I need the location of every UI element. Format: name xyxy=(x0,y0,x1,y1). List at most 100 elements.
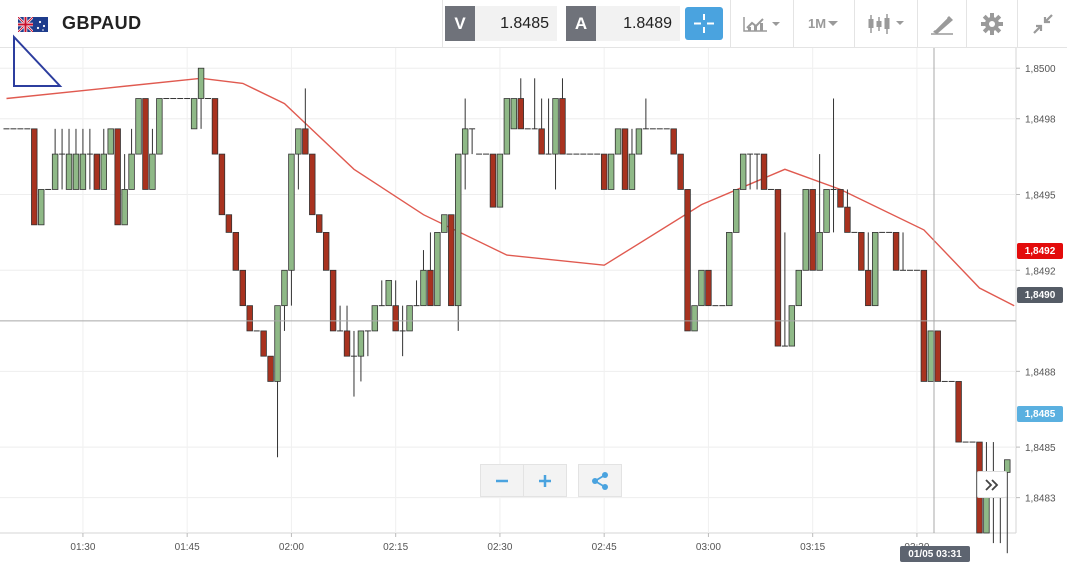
time-tick-label: 02:45 xyxy=(592,542,617,553)
candle-body xyxy=(392,305,399,332)
candle xyxy=(93,153,101,190)
candle-body xyxy=(142,98,149,190)
candle-body xyxy=(510,98,518,130)
candle xyxy=(816,154,823,271)
candle xyxy=(900,232,907,271)
drawing-tools-button[interactable] xyxy=(918,0,966,47)
candle-body xyxy=(448,214,455,307)
candle xyxy=(267,355,274,382)
candle xyxy=(211,98,219,155)
candle-body xyxy=(739,153,747,190)
candle xyxy=(232,232,240,271)
sell-label: V xyxy=(445,6,475,41)
candle xyxy=(691,305,698,332)
symbol-name: GBPAUD xyxy=(62,13,142,33)
chevron-down-icon xyxy=(828,20,839,26)
candle xyxy=(774,189,782,347)
candle-body xyxy=(128,153,135,190)
scroll-to-latest-button[interactable] xyxy=(977,471,1007,498)
toolbar-divider xyxy=(442,0,443,47)
zoom-in-button[interactable] xyxy=(523,464,567,497)
candle-body xyxy=(260,330,267,357)
candle-body xyxy=(461,128,469,155)
moving-average-price-tag: 1,8492 xyxy=(1017,243,1063,259)
candle xyxy=(38,189,45,226)
candle-body xyxy=(239,269,246,307)
candle xyxy=(302,88,309,155)
candle xyxy=(920,269,928,382)
toolbar-divider xyxy=(1017,0,1018,47)
settings-button[interactable] xyxy=(967,0,1017,47)
buy-price-button[interactable]: A 1.8489 xyxy=(566,6,680,41)
double-chevron-right-icon xyxy=(985,478,999,491)
candle-body xyxy=(816,232,823,271)
candle-body xyxy=(955,381,962,443)
candle-body xyxy=(114,128,121,226)
candle-body xyxy=(93,153,101,190)
candle xyxy=(72,128,80,190)
share-button[interactable] xyxy=(578,464,622,497)
fullscreen-button[interactable] xyxy=(1018,0,1067,47)
candle xyxy=(872,232,879,307)
candle xyxy=(621,128,629,190)
zoom-out-button[interactable] xyxy=(480,464,524,497)
candle xyxy=(795,269,802,307)
time-tick-label: 03:15 xyxy=(800,542,825,553)
candle xyxy=(892,232,900,271)
time-tick-label: 02:00 xyxy=(279,542,304,553)
candle-body xyxy=(892,232,900,271)
candle xyxy=(197,67,205,129)
candle xyxy=(677,153,684,190)
candle xyxy=(295,128,302,190)
candle xyxy=(809,189,816,271)
drawing-object xyxy=(13,34,63,87)
plus-icon xyxy=(539,474,551,487)
candle xyxy=(316,214,323,233)
candle xyxy=(837,189,844,208)
candle-body xyxy=(281,269,288,307)
candle xyxy=(51,128,59,190)
candle xyxy=(128,128,135,190)
candle-body xyxy=(427,269,434,307)
candle xyxy=(788,305,796,347)
candle-body xyxy=(190,98,198,130)
candle-body xyxy=(698,269,705,307)
candle-body xyxy=(795,269,802,307)
candle xyxy=(858,232,865,271)
candle-body xyxy=(274,305,281,382)
candle-body xyxy=(329,269,337,332)
triangle-drawing xyxy=(13,34,63,87)
candle xyxy=(309,153,316,216)
chart-type-button[interactable] xyxy=(731,0,793,47)
candle xyxy=(496,153,504,208)
price-tick-label: 1,8495 xyxy=(1025,191,1056,202)
candle xyxy=(830,98,837,233)
candle-body xyxy=(677,153,684,190)
candle-body xyxy=(733,189,740,233)
candle xyxy=(406,305,413,332)
candle-style-button[interactable] xyxy=(855,0,917,47)
candle-body xyxy=(107,128,114,155)
candle xyxy=(461,98,469,190)
price-tick-label: 1,8483 xyxy=(1025,494,1056,505)
candle-body xyxy=(322,232,330,271)
time-tick-label: 03:00 xyxy=(696,542,721,553)
candle-body xyxy=(920,269,928,382)
candle-body xyxy=(538,128,545,155)
candle-body xyxy=(788,305,796,347)
candle xyxy=(399,305,406,357)
candle xyxy=(607,153,615,190)
candle-body xyxy=(670,128,677,155)
candle xyxy=(455,153,462,331)
candle-body xyxy=(1004,459,1011,473)
candle-body xyxy=(600,153,608,190)
timeframe-button[interactable]: 1M xyxy=(794,0,854,47)
buy-label: A xyxy=(566,6,596,41)
price-tick-label: 1,8498 xyxy=(1025,115,1056,126)
crosshair-button[interactable] xyxy=(685,7,723,40)
candle-body xyxy=(420,269,427,307)
moving-average-line xyxy=(6,77,1015,307)
candle-body xyxy=(635,128,643,155)
sell-price-button[interactable]: V 1.8485 xyxy=(445,6,557,41)
